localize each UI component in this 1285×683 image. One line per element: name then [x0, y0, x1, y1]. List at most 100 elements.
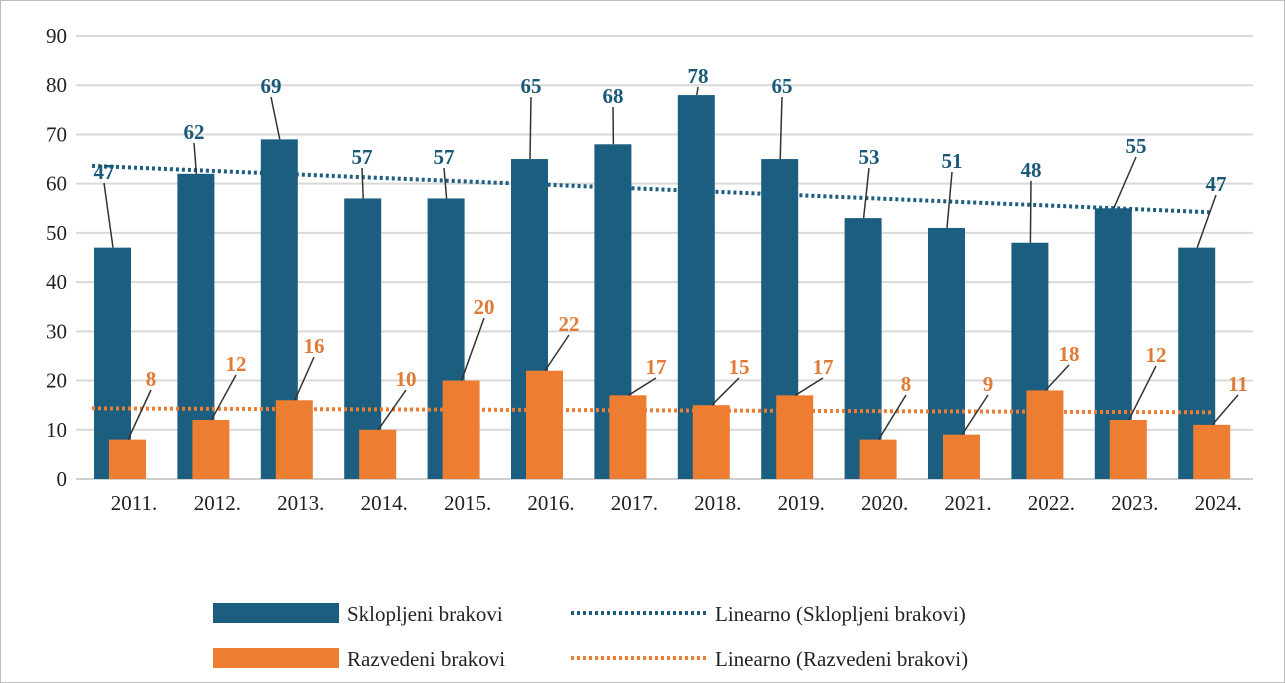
data-label-sklopljeni: 48 — [1021, 158, 1042, 182]
y-tick-label: 40 — [46, 270, 67, 294]
data-label-razvedeni: 22 — [559, 312, 580, 336]
data-label-sklopljeni: 57 — [434, 145, 455, 169]
x-tick-label: 2021. — [944, 491, 991, 515]
data-label-sklopljeni: 55 — [1126, 134, 1147, 158]
leader-line-razvedeni — [1044, 364, 1070, 391]
bar-razvedeni — [692, 405, 730, 479]
bar-sklopljeni — [844, 218, 882, 479]
y-tick-label: 90 — [46, 24, 67, 48]
x-tick-label: 2013. — [277, 491, 324, 515]
bar-razvedeni — [526, 370, 563, 479]
legend-label-sklopljeni: Sklopljeni brakovi — [347, 602, 503, 626]
data-label-sklopljeni: 53 — [859, 145, 880, 169]
y-tick-label: 50 — [46, 221, 67, 245]
leader-line-razvedeni — [961, 394, 989, 436]
leader-line-sklopljeni — [193, 142, 198, 174]
x-tick-label: 2015. — [444, 491, 491, 515]
bar-razvedeni — [442, 380, 480, 479]
x-tick-label: 2017. — [611, 491, 658, 515]
data-label-razvedeni: 9 — [983, 372, 994, 396]
bar-razvedeni — [776, 395, 814, 479]
leader-line-sklopljeni — [361, 167, 364, 199]
leader-line-sklopljeni — [946, 171, 953, 229]
bar-razvedeni — [859, 439, 897, 479]
leader-line-sklopljeni — [270, 96, 281, 140]
leader-line-razvedeni — [544, 334, 570, 372]
data-label-razvedeni: 12 — [226, 352, 247, 376]
y-tick-label: 60 — [46, 172, 67, 196]
leader-line-sklopljeni — [862, 167, 870, 219]
legend-label-razvedeni: Razvedeni brakovi — [347, 647, 505, 671]
y-tick-label: 20 — [46, 369, 67, 393]
data-label-sklopljeni: 69 — [261, 74, 282, 98]
data-label-razvedeni: 18 — [1059, 342, 1080, 366]
leader-line-razvedeni — [127, 389, 152, 440]
data-label-razvedeni: 20 — [474, 295, 495, 319]
legend: Sklopljeni brakovi Linearno (Sklopljeni … — [213, 602, 968, 671]
x-tick-label: 2022. — [1028, 491, 1075, 515]
y-tick-label: 30 — [46, 319, 67, 343]
data-label-razvedeni: 11 — [1228, 372, 1248, 396]
leader-line-razvedeni — [628, 377, 657, 396]
x-tick-label: 2011. — [111, 491, 157, 515]
x-tick-label: 2012. — [194, 491, 241, 515]
y-tick-label: 70 — [46, 122, 67, 146]
data-label-sklopljeni: 65 — [772, 74, 793, 98]
data-label-sklopljeni: 57 — [352, 145, 373, 169]
leader-line-razvedeni — [460, 317, 485, 381]
y-tick-label: 10 — [46, 418, 67, 442]
bar-razvedeni — [1193, 424, 1231, 479]
x-tick-label: 2014. — [361, 491, 408, 515]
trendline-sklopljeni — [91, 163, 1213, 215]
bar-razvedeni — [359, 429, 397, 479]
leader-line-razvedeni — [210, 374, 237, 421]
x-tick-label: 2018. — [694, 491, 741, 515]
bar-razvedeni — [609, 395, 647, 479]
data-label-razvedeni: 8 — [901, 372, 912, 396]
data-label-sklopljeni: 78 — [688, 64, 709, 88]
leader-line-razvedeni — [1211, 394, 1239, 426]
data-label-razvedeni: 16 — [304, 334, 325, 358]
data-label-razvedeni: 8 — [146, 367, 157, 391]
legend-label-trend-razvedeni: Linearno (Razvedeni brakovi) — [715, 647, 968, 671]
leader-line-sklopljeni — [103, 182, 114, 248]
bar-razvedeni — [109, 439, 146, 479]
legend-swatch-sklopljeni — [213, 603, 339, 623]
legend-label-trend-sklopljeni: Linearno (Sklopljeni brakovi) — [715, 602, 966, 626]
leader-line-razvedeni — [794, 377, 824, 396]
x-tick-label: 2023. — [1111, 491, 1158, 515]
legend-swatch-razvedeni — [213, 648, 339, 668]
leader-line-razvedeni — [377, 389, 407, 431]
data-label-sklopljeni: 47 — [94, 160, 115, 184]
data-label-razvedeni: 12 — [1146, 343, 1167, 367]
data-label-sklopljeni: 47 — [1206, 172, 1227, 196]
data-label-sklopljeni: 62 — [184, 120, 205, 144]
bar-razvedeni — [275, 400, 313, 479]
leader-line-razvedeni — [877, 394, 907, 441]
leader-line-sklopljeni — [443, 167, 448, 199]
leader-line-razvedeni — [294, 356, 315, 401]
bar-razvedeni — [192, 419, 230, 479]
trendline-razvedeni — [91, 406, 1213, 415]
bar-razvedeni — [943, 434, 980, 479]
x-tick-label: 2024. — [1195, 491, 1242, 515]
leader-line-sklopljeni — [529, 96, 532, 160]
data-label-razvedeni: 15 — [729, 355, 750, 379]
leader-line-sklopljeni — [1113, 156, 1137, 209]
leader-line-razvedeni — [1128, 365, 1157, 421]
y-tick-label: 0 — [57, 467, 68, 491]
leader-line-sklopljeni — [1029, 180, 1032, 243]
y-tick-label: 80 — [46, 73, 67, 97]
data-label-razvedeni: 17 — [813, 355, 834, 379]
data-label-razvedeni: 17 — [646, 355, 667, 379]
data-label-razvedeni: 10 — [396, 367, 417, 391]
leader-line-sklopljeni — [1196, 194, 1217, 248]
data-label-sklopljeni: 68 — [603, 84, 624, 108]
bar-razvedeni — [1026, 390, 1064, 479]
data-label-sklopljeni: 51 — [942, 149, 963, 173]
leader-line-razvedeni — [711, 377, 740, 406]
leader-line-sklopljeni — [779, 96, 783, 160]
bar-razvedeni — [1109, 419, 1147, 479]
